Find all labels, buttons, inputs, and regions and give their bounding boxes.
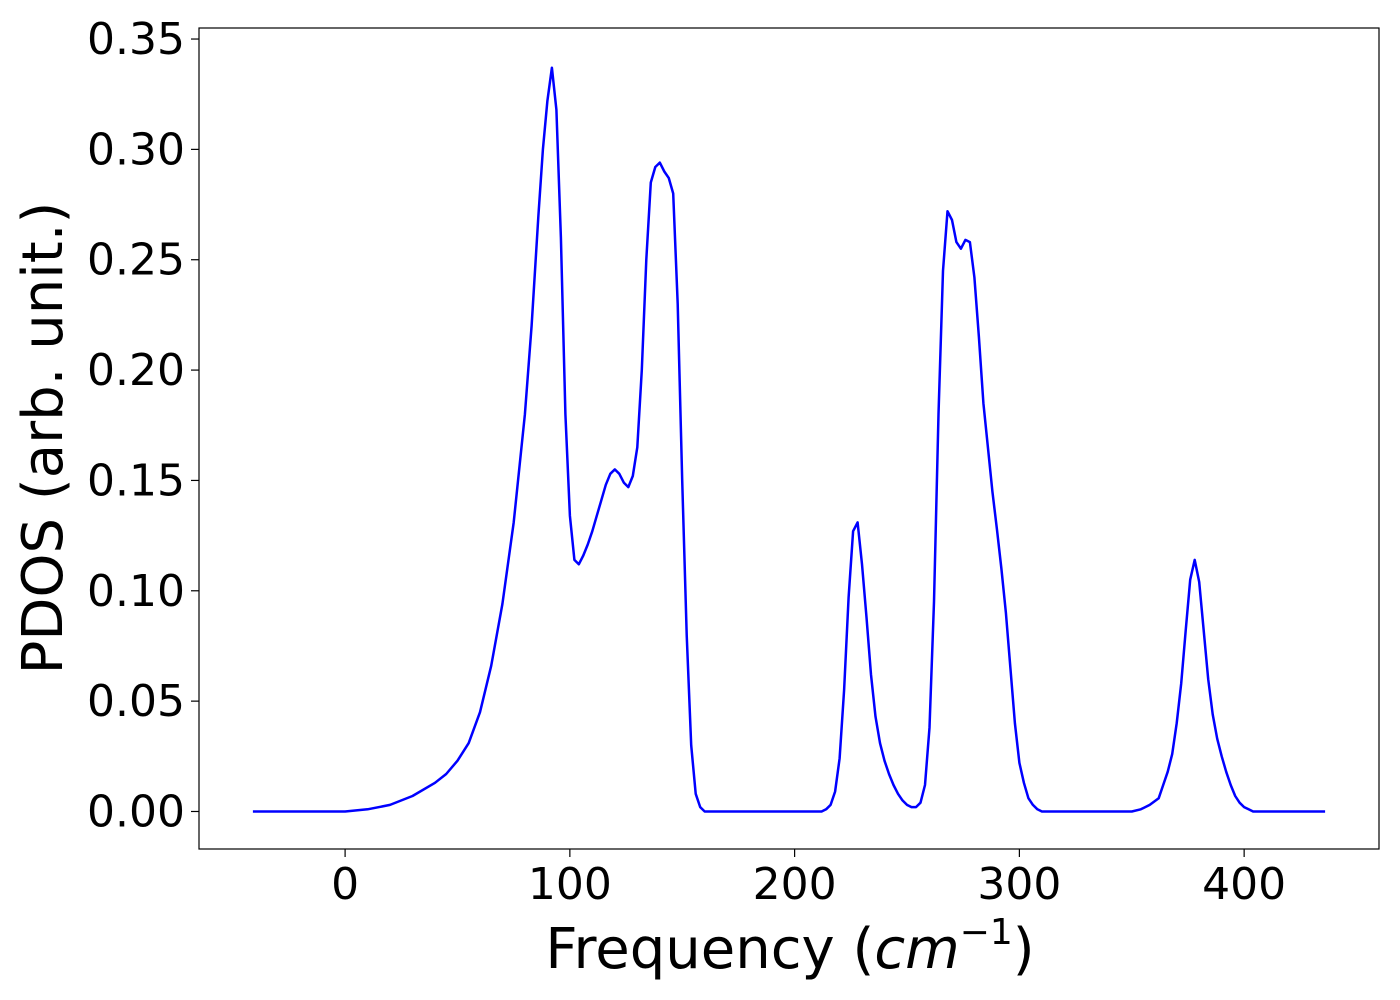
axes-frame [198, 27, 1380, 850]
x-axis-unit: cm [874, 917, 959, 982]
plot-area [198, 27, 1380, 850]
x-axis-title: Frequency (cm−1) [545, 912, 1034, 982]
y-tick-label: 0.35 [87, 14, 185, 65]
x-tick-label: 200 [753, 859, 837, 910]
y-tick-label: 0.20 [87, 345, 185, 396]
y-tick-label: 0.05 [87, 676, 185, 727]
y-tick-label: 0.10 [87, 566, 185, 617]
x-tick-label: 400 [1202, 859, 1286, 910]
y-axis-title: PDOS (arb. unit.) [11, 202, 76, 675]
x-axis-title-text: Frequency [545, 917, 834, 982]
x-tick-label: 300 [977, 859, 1061, 910]
y-tick-label: 0.25 [87, 235, 185, 286]
y-axis-ticks: 0.00 0.05 0.10 0.15 0.20 0.25 0.30 0.35 [87, 14, 199, 837]
y-tick-label: 0.00 [87, 786, 185, 837]
x-tick-label: 0 [331, 859, 359, 910]
y-tick-label: 0.15 [87, 455, 185, 506]
pdos-series-line [252, 66, 1326, 813]
y-tick-label: 0.30 [87, 124, 185, 175]
x-axis-ticks: 0 100 200 300 400 [331, 849, 1286, 910]
x-axis-unit-exponent: −1 [960, 912, 1013, 953]
x-tick-label: 100 [528, 859, 612, 910]
